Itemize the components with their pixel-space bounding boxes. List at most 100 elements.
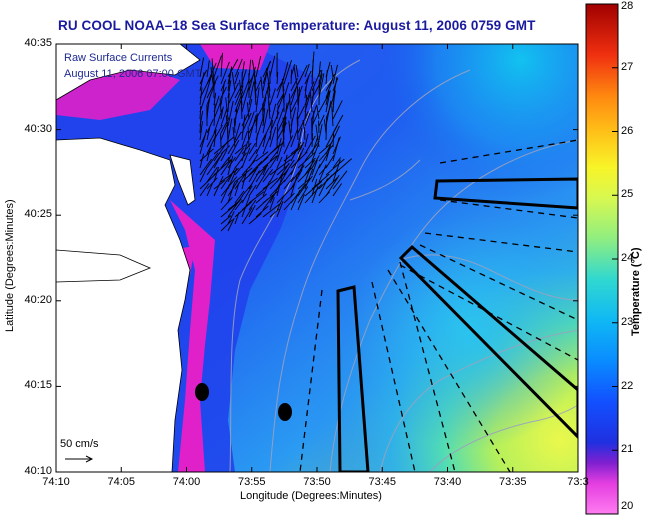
y-tick-label: 40:35 [24,37,52,49]
current-vector [220,108,228,127]
current-vector [325,94,335,120]
current-vector [241,130,248,148]
current-vector [213,92,217,106]
current-vector [226,122,229,148]
current-vector [213,136,234,155]
current-vector [332,159,341,183]
current-vector [213,128,217,148]
current-vector [276,201,284,218]
current-vector [241,114,246,141]
current-vector [311,135,319,155]
y-tick-label: 40:25 [24,208,52,221]
current-vector [269,197,275,211]
current-vector [241,207,253,225]
current-vector [269,55,276,78]
colorbar-tick-label: 24 [621,252,634,264]
inset-line-2: August 11, 2006 07:00 GMT [64,68,202,80]
current-vector [227,195,243,218]
current-vector [213,103,216,127]
current-vector [330,64,334,78]
current-vector [276,125,279,148]
current-vector [303,127,306,141]
current-vector [269,150,279,162]
current-vector [227,211,235,225]
x-tick-label: 73:55 [237,476,266,488]
current-vector [288,120,292,141]
current-vector [199,121,203,141]
current-vector [206,166,218,183]
current-vector [199,129,208,155]
current-vector [206,60,210,78]
map-area [56,44,578,472]
current-vector [283,61,289,78]
current-vector [251,59,257,85]
current-vector [311,155,320,169]
current-vector [309,92,313,113]
current-vector [234,152,247,169]
current-vector [227,157,236,169]
current-vector [234,182,240,197]
current-vector [269,88,276,106]
current-vector [262,72,268,92]
land-inlet [56,249,152,283]
scale-label: 50 cm/s [60,438,99,450]
current-vector [241,78,250,99]
current-vector [234,72,240,85]
y-axis-label: Latitude (Degrees:Minutes) [4,199,16,332]
y-tick-label: 40:30 [24,122,52,135]
current-vector [325,176,339,190]
current-vector [199,158,212,176]
current-vector [262,162,269,176]
current-vector [248,199,257,211]
current-vector [210,67,215,92]
current-vector [227,118,233,141]
current-vector [297,147,305,162]
current-vector [318,145,334,162]
current-vector [297,194,305,211]
current-vector [283,82,290,99]
current-vector [262,109,269,134]
current-vector [276,138,282,155]
current-vector [233,118,236,134]
current-vector [290,129,298,148]
current-vector [304,112,311,127]
current-vector [255,113,258,127]
x-tick-label: 73:45 [368,476,397,488]
current-vector [248,99,253,113]
current-vector [199,167,208,183]
current-vector [248,149,258,162]
current-vector [220,215,232,225]
current-vector [290,165,305,183]
current-vector [332,133,335,148]
current-vector [269,103,277,127]
y-tick-label: 40:10 [24,465,52,477]
current-vector [325,118,328,141]
current-vector [293,65,299,92]
current-vector [297,151,316,169]
current-vector [262,107,266,127]
current-vector [325,154,335,169]
box-east [433,177,578,210]
current-vector [255,167,270,190]
current-vector [295,65,299,78]
current-vector [255,79,262,92]
current-vector [227,155,234,176]
current-vector [311,178,318,197]
current-vector [262,202,282,218]
current-vector [220,197,233,211]
current-vector [227,217,235,232]
colorbar-tick-label: 23 [621,315,634,328]
current-vector [268,101,271,120]
current-vector [269,154,279,169]
current-vector [255,193,267,204]
current-vector [248,168,257,183]
current-vector [282,124,285,148]
current-vector [227,139,240,162]
x-tick-label: 74:10 [42,476,70,488]
current-vector [290,118,293,134]
x-axis-label: Longitude (Degrees:Minutes) [240,490,382,502]
current-vector [234,167,253,183]
current-vector [297,127,303,148]
current-vector [219,97,222,113]
current-vector [262,180,271,197]
